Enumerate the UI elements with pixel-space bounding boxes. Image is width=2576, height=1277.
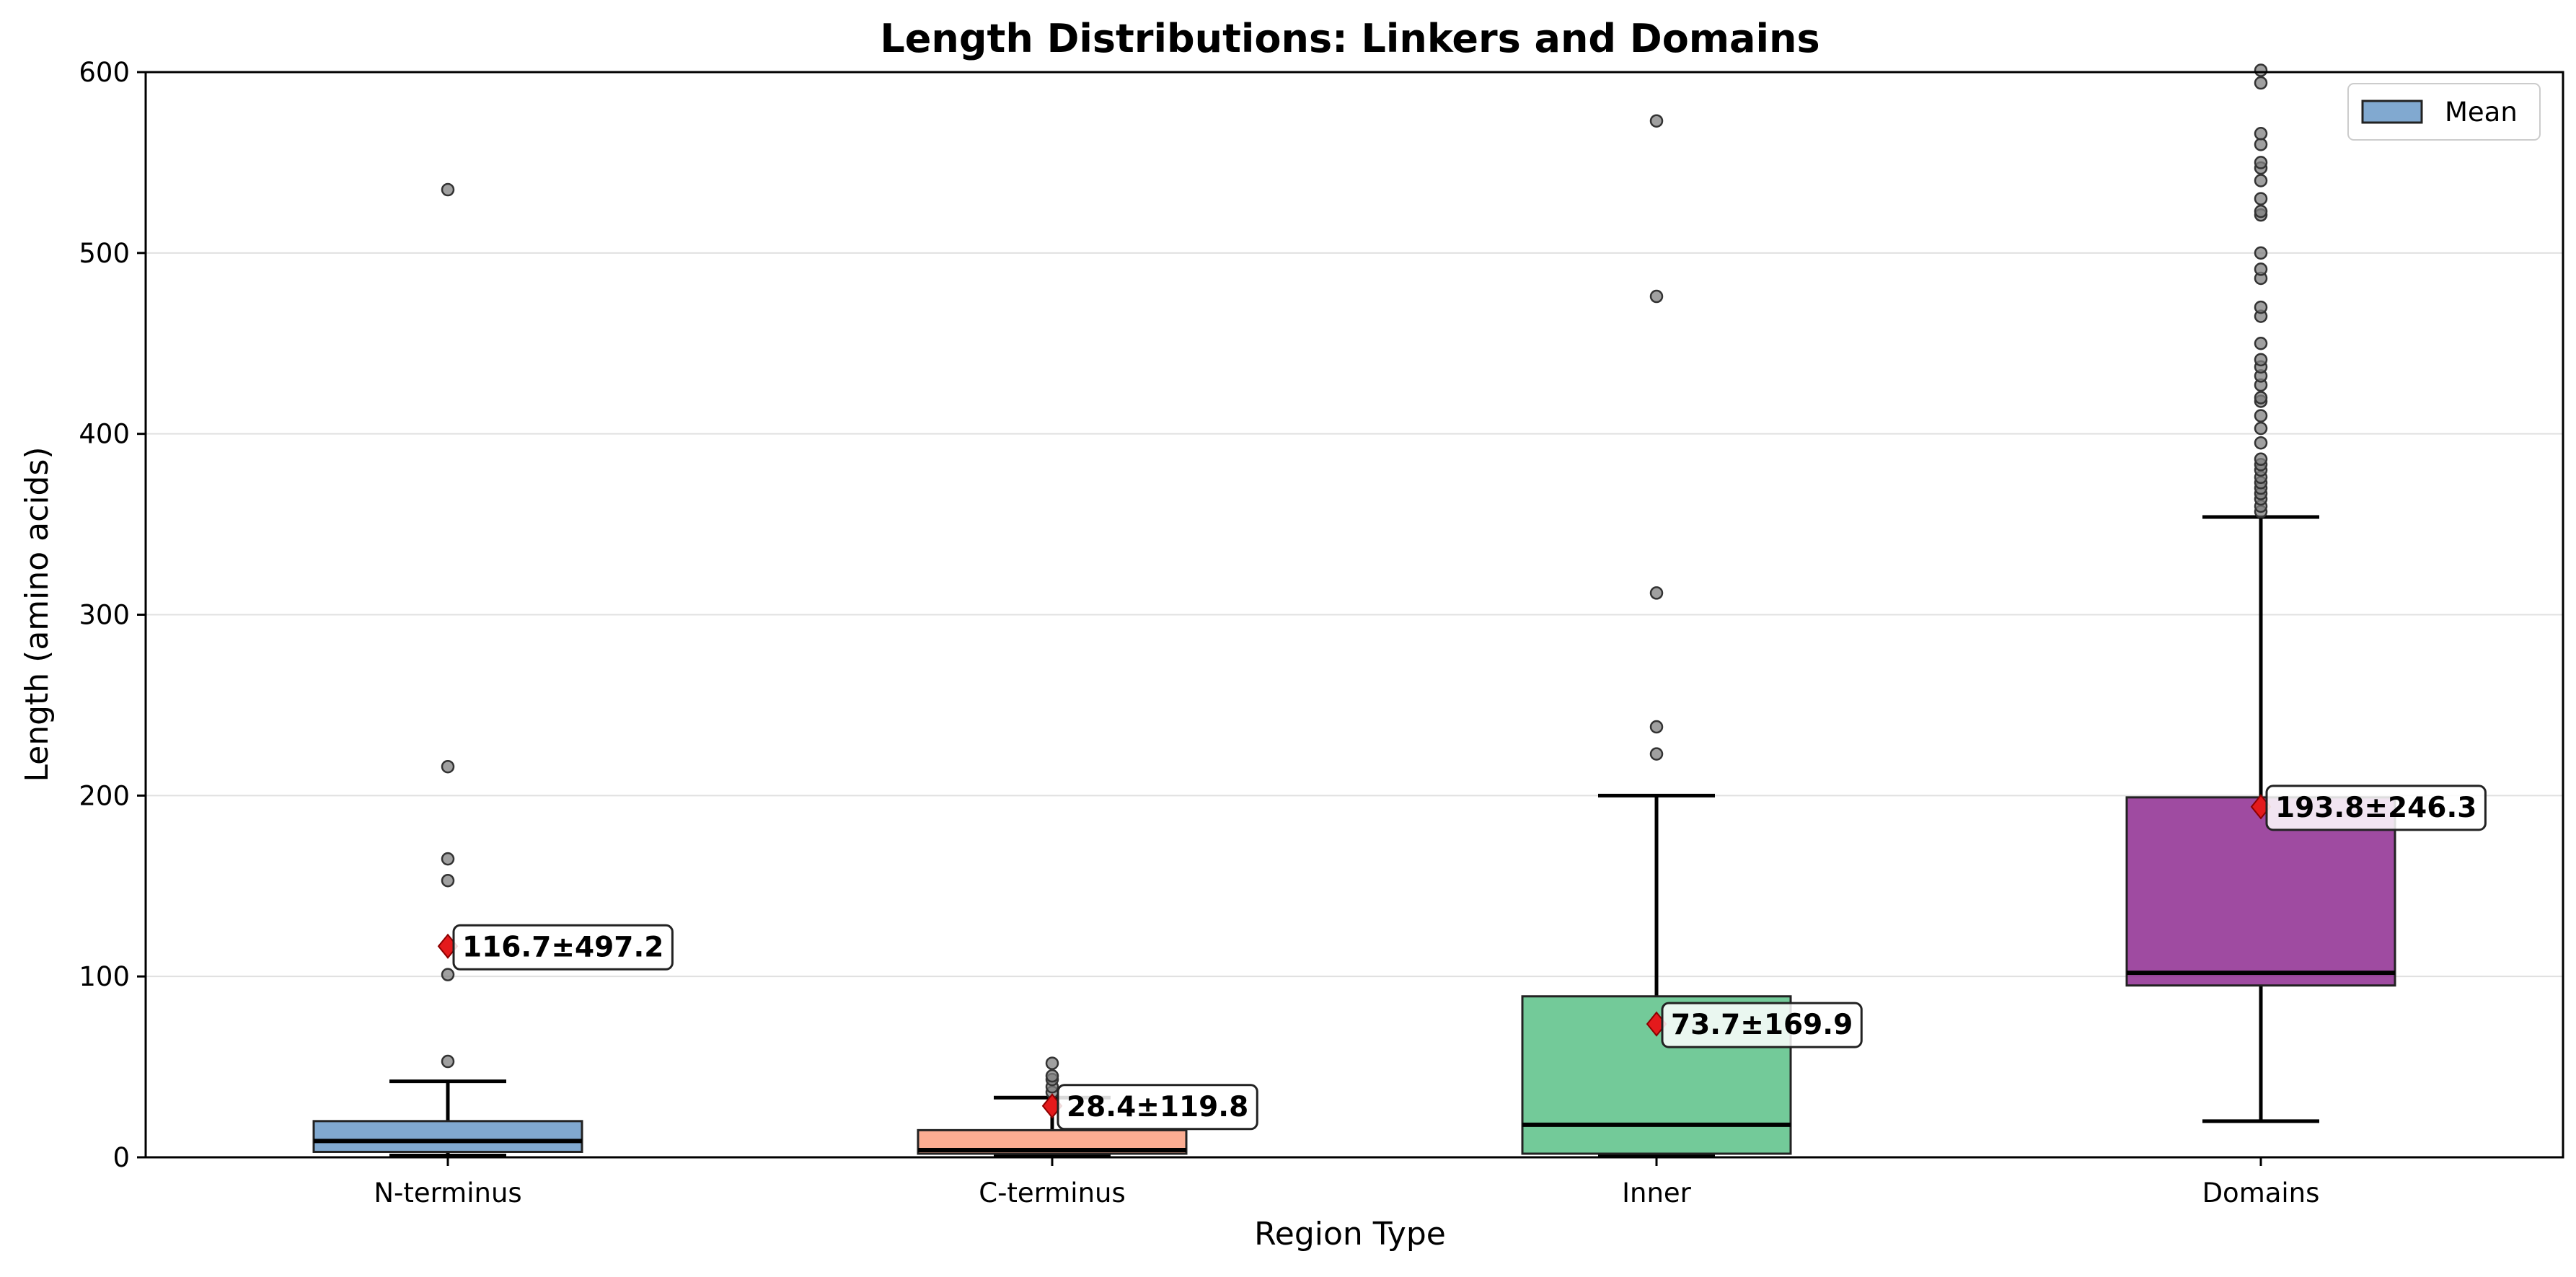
outlier-point (2254, 337, 2268, 350)
legend: Mean (2347, 83, 2541, 141)
y-axis-label: Length (amino acids) (19, 446, 56, 782)
mean-annotation-box (1661, 1002, 1863, 1048)
mean-annotation-box (1057, 1084, 1258, 1131)
outlier-point (1649, 114, 1664, 128)
box-group-domains: 193.8±246.3 (2125, 63, 2487, 1123)
box-group-inner: 73.7±169.9 (1521, 114, 1863, 1157)
outlier-point (441, 759, 455, 774)
legend-frame (2347, 83, 2541, 141)
outlier-point (441, 873, 455, 888)
y-tick-label: 500 (79, 238, 130, 269)
outlier-point (2254, 452, 2268, 467)
outlier-point (1649, 720, 1664, 734)
outlier-point (2254, 436, 2268, 450)
mean-annotation: 73.7±169.9 (1661, 1002, 1863, 1048)
mean-annotation-box (452, 924, 674, 971)
outlier-point (2254, 262, 2268, 276)
y-tick-label: 200 (79, 780, 130, 811)
axes: 0 100 200 300 400 500 600 N-terminus C-terminus I… (79, 57, 2319, 1208)
mean-annotation-text: 193.8±246.3 (2275, 792, 2476, 824)
box-group-c-terminus: 28.4±119.8 (917, 1056, 1258, 1157)
outlier-point (2254, 391, 2268, 405)
outlier-point (2254, 246, 2268, 260)
x-tick-label: N-terminus (374, 1177, 521, 1208)
outlier-point (441, 1054, 455, 1069)
y-tick-label: 0 (113, 1142, 130, 1173)
legend-entry-label: Mean (2445, 97, 2518, 128)
mean-annotation-text: 73.7±169.9 (1671, 1009, 1853, 1041)
outlier-point (441, 968, 455, 981)
y-tick-label: 600 (79, 57, 130, 88)
mean-annotation: 193.8±246.3 (2265, 785, 2487, 831)
mean-annotation-text: 116.7±497.2 (462, 931, 663, 963)
outlier-point (2254, 192, 2268, 206)
outlier-point (2254, 409, 2268, 423)
x-tick-label: C-terminus (979, 1177, 1126, 1208)
outlier-point (1649, 747, 1664, 761)
box-iqr (312, 1120, 583, 1153)
outlier-point (2254, 76, 2268, 90)
outlier-point (2254, 63, 2268, 77)
x-tick-label: Domains (2202, 1177, 2320, 1208)
outlier-point (441, 182, 455, 197)
mean-annotation: 116.7±497.2 (452, 924, 674, 971)
box-group-n-terminus: 116.7±497.2 (312, 182, 674, 1157)
chart-title: Length Distributions: Linkers and Domain… (880, 16, 1819, 61)
y-tick-label: 300 (79, 600, 130, 631)
outlier-point (2254, 300, 2268, 314)
outlier-point (2254, 138, 2268, 151)
outlier-point (1045, 1069, 1059, 1083)
outlier-point (2254, 353, 2268, 367)
mean-annotation-text: 28.4±119.8 (1067, 1091, 1248, 1123)
mean-annotation-box (2265, 785, 2487, 831)
x-tick-label: Inner (1622, 1177, 1692, 1208)
outlier-point (441, 852, 455, 866)
outlier-point (2254, 421, 2268, 436)
plot-area: 116.7±497.2 28.4±119.8 73.7±169.9 193.8±246… (312, 63, 2487, 1157)
legend-swatch (2361, 100, 2423, 124)
outlier-point (1649, 586, 1664, 600)
y-tick-label: 400 (79, 419, 130, 450)
outlier-point (1649, 289, 1664, 304)
outlier-point (2254, 127, 2268, 141)
y-tick-label: 100 (79, 961, 130, 992)
outlier-point (2254, 156, 2268, 169)
box-iqr (2125, 796, 2396, 987)
x-axis-label: Region Type (1254, 1216, 1446, 1252)
outlier-point (2254, 204, 2268, 218)
outlier-point (2254, 174, 2268, 187)
mean-annotation: 28.4±119.8 (1057, 1084, 1258, 1131)
outlier-point (1045, 1056, 1059, 1070)
